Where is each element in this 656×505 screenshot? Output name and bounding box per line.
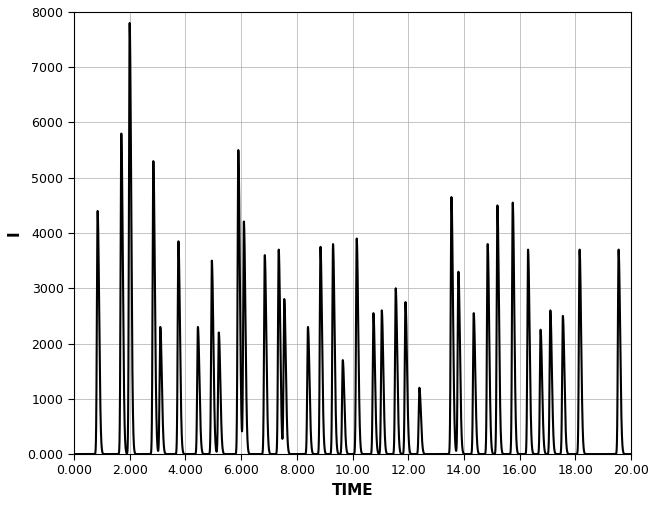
Y-axis label: I: I (7, 230, 22, 236)
X-axis label: TIME: TIME (332, 483, 373, 498)
